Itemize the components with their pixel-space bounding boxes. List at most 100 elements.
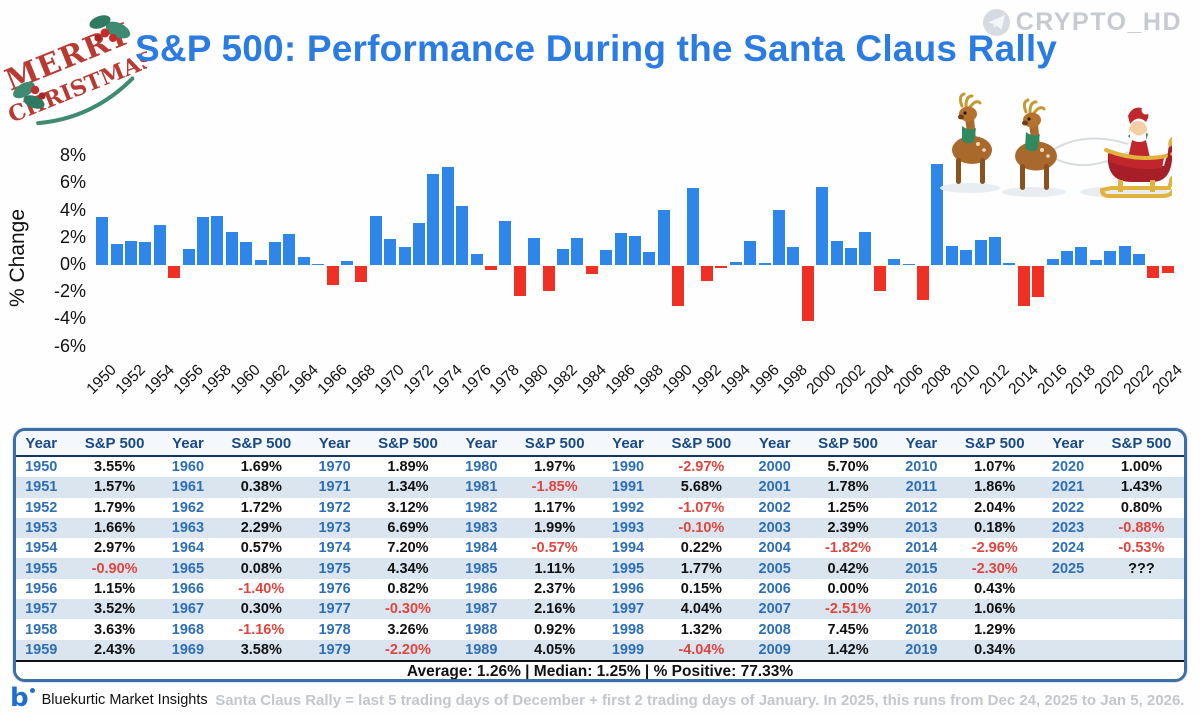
- year-cell: 1983: [465, 520, 498, 537]
- year-cell: 1978: [318, 621, 351, 638]
- bar-1996: [758, 262, 771, 265]
- bar-1972: [413, 222, 425, 265]
- bar-1997: [773, 210, 785, 265]
- bar-1995: [744, 240, 757, 265]
- value-cell: 1.34%: [387, 479, 429, 496]
- value-cell: 0.43%: [974, 580, 1016, 597]
- value-cell: 3.26%: [387, 621, 429, 638]
- table-row: 1954 2.97% 1964 0.57% 1974 7.20% 1984 -0.57% 199…: [16, 538, 1184, 558]
- table-row: 1952 1.79% 1962 1.72% 1972 3.12% 1982 1.17% 1992…: [16, 498, 1184, 518]
- year-cell: 2015: [905, 560, 938, 577]
- year-cell: 2025: [1051, 560, 1085, 577]
- value-cell: 1.66%: [94, 520, 136, 537]
- year-cell: 2010: [905, 459, 938, 476]
- year-cell: 1966: [171, 580, 205, 597]
- value-cell: 0.08%: [240, 560, 282, 577]
- bar-1953: [139, 242, 152, 265]
- bar-1973: [427, 174, 440, 265]
- year-cell: 1951: [25, 479, 58, 496]
- bar-1985: [600, 249, 613, 265]
- value-cell: 2.37%: [534, 580, 576, 597]
- year-cell: 1996: [611, 580, 645, 597]
- value-cell: -1.82%: [825, 540, 871, 557]
- year-cell: 1988: [465, 621, 498, 638]
- value-cell: 0.42%: [827, 560, 869, 577]
- value-cell: 1.72%: [240, 499, 282, 516]
- bar-2014: [1017, 266, 1030, 307]
- year-cell: 1992: [611, 499, 645, 516]
- reindeer-icon: [1015, 98, 1057, 190]
- bar-1951: [110, 243, 123, 265]
- bar-1979: [513, 266, 526, 296]
- value-cell: -0.57%: [531, 540, 578, 557]
- value-cell: 1.79%: [94, 499, 136, 516]
- value-cell: -2.96%: [971, 540, 1018, 557]
- value-cell: 3.52%: [94, 601, 136, 618]
- value-cell: 0.18%: [974, 520, 1016, 537]
- year-cell: 1976: [318, 580, 351, 597]
- value-cell: 0.00%: [827, 580, 869, 597]
- santa-sleigh-illustration: [940, 92, 1172, 198]
- bar-1984: [585, 266, 598, 274]
- bar-1961: [254, 259, 267, 265]
- col-header-year: Year: [758, 434, 791, 452]
- year-cell: 2003: [758, 520, 791, 537]
- year-cell: 1986: [465, 580, 498, 597]
- year-cell: 2009: [758, 641, 791, 658]
- table-row: 1959 2.43% 1969 3.58% 1979 -2.20% 1989 4.05% 199…: [16, 639, 1184, 660]
- brand-handle: CRYPTO_HD: [1015, 8, 1182, 36]
- bar-1958: [211, 215, 224, 265]
- year-cell: 1989: [465, 641, 498, 658]
- value-cell: -1.07%: [678, 499, 725, 516]
- value-cell: 1.77%: [680, 560, 722, 577]
- bar-1952: [125, 240, 137, 265]
- bar-1980: [528, 238, 541, 265]
- bar-1988: [643, 252, 656, 265]
- bar-2022: [1133, 254, 1145, 265]
- year-cell: 2012: [905, 499, 938, 516]
- value-cell: 5.70%: [827, 459, 869, 476]
- year-cell: 1955: [25, 560, 58, 577]
- bar-2021: [1118, 245, 1131, 265]
- col-header-year: Year: [905, 434, 938, 452]
- bar-1967: [341, 260, 353, 265]
- value-cell: 0.38%: [240, 479, 282, 496]
- bar-1976: [470, 253, 483, 265]
- footer-note: Santa Claus Rally = last 5 trading days …: [215, 691, 1185, 709]
- col-header-year: Year: [612, 434, 644, 452]
- value-cell: -4.04%: [678, 641, 725, 658]
- x-axis-ticks: 1950 1952 1954 1956 1958 1960 1962 1964 1966 1968…: [84, 355, 1186, 413]
- year-cell: 1981: [465, 479, 498, 496]
- year-cell: 1984: [465, 540, 498, 557]
- bar-2023: [1147, 266, 1160, 278]
- bar-1978: [499, 220, 512, 265]
- reindeer-icon: [952, 92, 992, 184]
- bar-2010: [960, 250, 973, 265]
- bar-1955: [168, 266, 181, 279]
- col-header-year: Year: [1052, 434, 1084, 452]
- value-cell: 3.63%: [94, 621, 136, 638]
- year-cell: 2020: [1051, 459, 1085, 476]
- value-cell: 1.86%: [974, 479, 1016, 496]
- year-cell: 1958: [25, 621, 58, 638]
- value-cell: 3.58%: [240, 641, 282, 658]
- bar-2015: [1032, 266, 1045, 298]
- bar-2004: [873, 266, 886, 291]
- value-cell: -2.51%: [825, 601, 871, 618]
- bar-chart: [95, 148, 1175, 360]
- bar-2007: [917, 266, 929, 301]
- value-cell: 5.68%: [680, 479, 722, 496]
- year-cell: 2022: [1051, 499, 1085, 516]
- table-row: 1957 3.52% 1967 0.30% 1977 -0.30% 1987 2.16% 199…: [16, 599, 1184, 620]
- value-cell: 1.29%: [974, 621, 1016, 638]
- bar-1975: [456, 205, 469, 265]
- bar-1990: [672, 266, 685, 307]
- value-cell: 2.39%: [827, 520, 869, 537]
- value-cell: 1.11%: [534, 560, 575, 577]
- value-cell: 1.43%: [1120, 479, 1162, 496]
- year-cell: 2007: [758, 601, 791, 618]
- bar-2005: [888, 259, 901, 265]
- col-header-sp500: S&P 500: [671, 434, 732, 452]
- bar-1986: [614, 232, 627, 265]
